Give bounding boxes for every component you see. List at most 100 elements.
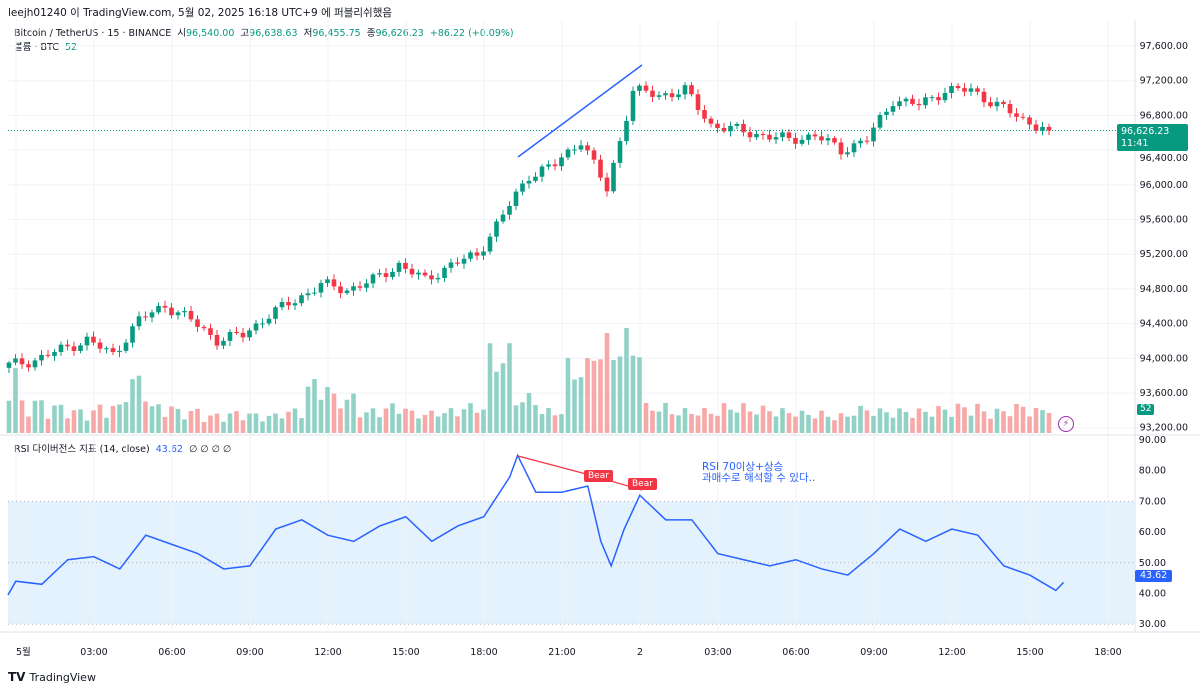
volume-bar [13, 368, 18, 433]
volume-bar [474, 412, 480, 433]
volume-bar [416, 418, 421, 433]
current-price: 96,626.23 [1121, 126, 1170, 137]
volume-bar [162, 416, 168, 433]
volume-legend-label[interactable]: 볼륨 · BTC [14, 42, 59, 53]
candle-body [182, 311, 187, 313]
candle-body [754, 134, 759, 138]
candle-body [117, 350, 122, 353]
candle-body [988, 102, 993, 107]
volume-bar [604, 333, 610, 433]
rsi-tick-label: 60.00 [1139, 527, 1166, 538]
volume-bar [897, 408, 902, 433]
candle-body [422, 272, 428, 276]
candle-body [468, 252, 473, 259]
volume-bar [455, 416, 460, 433]
candle-body [916, 103, 922, 106]
volume-bar [1007, 416, 1013, 433]
candle-body [663, 93, 668, 96]
candle-body [299, 295, 304, 304]
candle-body [851, 143, 857, 153]
candle-body [500, 214, 506, 222]
candle-body [877, 114, 883, 128]
volume-bar [806, 414, 811, 433]
open-label: 시 [177, 28, 187, 39]
candle-body [559, 157, 564, 167]
candle-body [656, 95, 662, 97]
symbol-name[interactable]: Bitcoin / TetherUS · 15 · BINANCE [14, 28, 172, 39]
annotation-note[interactable]: RSI 70이상+상승 과매수로 해석할 수 있다.. [702, 462, 815, 484]
volume-bar [234, 411, 239, 433]
candle-body [832, 138, 837, 143]
x-tick-label: 09:00 [860, 647, 887, 658]
volume-bar [487, 343, 493, 433]
candle-body [845, 152, 850, 155]
price-tick-label: 95,600.00 [1140, 215, 1188, 226]
bear-label: Bear [628, 478, 657, 490]
candle-body [91, 336, 96, 343]
high-value: 96,638.63 [249, 28, 298, 39]
volume-bar [1020, 406, 1026, 433]
candle-body [936, 97, 941, 101]
volume-bar [6, 400, 12, 433]
candle-body [572, 149, 577, 151]
volume-bar [812, 418, 818, 433]
candle-body [377, 273, 382, 275]
volume-bar [949, 416, 954, 433]
price-tick-label: 93,600.00 [1140, 388, 1188, 399]
candle-body [598, 159, 603, 178]
candle-body [97, 342, 103, 349]
candle-body [455, 262, 460, 264]
volume-bar [169, 406, 174, 433]
volume-bar [559, 414, 564, 433]
volume-bar [689, 413, 694, 433]
candle-body [390, 271, 395, 277]
rsi-legend[interactable]: RSI 다이버전스 지표 (14, close) 43.62 ∅ ∅ ∅ ∅ [14, 441, 231, 455]
volume-bar [1033, 407, 1039, 433]
volume-bar [390, 403, 395, 433]
lightning-icon[interactable]: ⚡ [1058, 416, 1074, 432]
candle-body [650, 90, 655, 97]
volume-bar [682, 408, 688, 433]
candle-body [773, 137, 779, 140]
candle-body [273, 307, 278, 319]
price-tick-label: 97,600.00 [1140, 41, 1188, 52]
volume-bar [409, 410, 415, 433]
volume-bar [52, 405, 57, 433]
candle-body [383, 273, 389, 277]
candle-body [695, 94, 701, 111]
candle-body [396, 262, 402, 272]
candle-body [676, 94, 681, 98]
volume-bar [123, 402, 129, 433]
candle-body [344, 290, 350, 294]
x-tick-label: 5월 [16, 646, 31, 658]
volume-bar [32, 400, 38, 433]
volume-bar [175, 408, 181, 433]
volume-bar [286, 411, 291, 433]
volume-legend-value: 52 [64, 42, 78, 53]
candle-body [975, 88, 980, 92]
candle-body [728, 125, 733, 132]
candle-body [1046, 126, 1052, 131]
x-tick-label: 18:00 [470, 647, 497, 658]
candle-body [793, 137, 798, 144]
candle-body [708, 118, 714, 124]
candle-body [565, 149, 571, 158]
tradingview-logo[interactable]: 𝗧𝗩 TradingView [8, 670, 96, 684]
bar-countdown: 11:41 [1121, 138, 1149, 149]
candle-body [175, 312, 181, 316]
candle-body [84, 336, 90, 346]
x-tick-label: 2 [637, 647, 643, 658]
candle-body [1001, 101, 1006, 105]
volume-bar [910, 417, 915, 433]
volume-bar [201, 421, 207, 433]
price-tick-label: 95,200.00 [1140, 249, 1188, 260]
candle-body [45, 354, 51, 356]
candle-body [786, 132, 792, 138]
volume-bar [253, 413, 259, 433]
price-tick-label: 94,800.00 [1140, 284, 1188, 295]
candle-body [669, 93, 675, 98]
candle-body [201, 326, 207, 329]
x-tick-label: 15:00 [1016, 647, 1043, 658]
candle-body [734, 123, 740, 126]
